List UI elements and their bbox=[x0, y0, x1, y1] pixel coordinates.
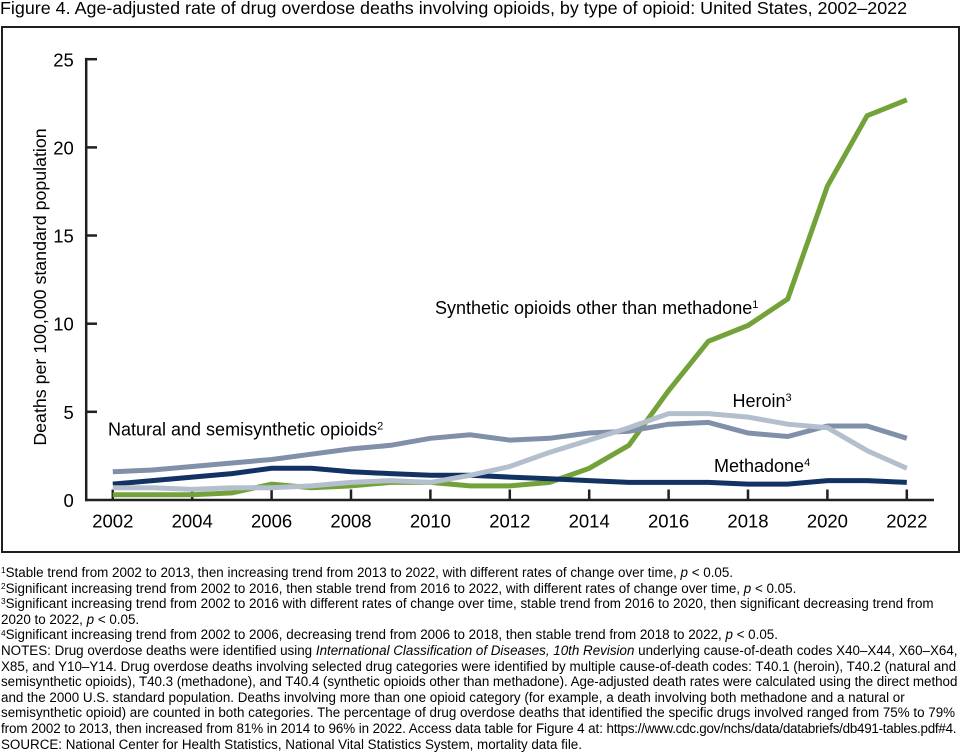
svg-text:2020: 2020 bbox=[807, 511, 848, 532]
svg-text:2022: 2022 bbox=[886, 511, 927, 532]
svg-text:10: 10 bbox=[53, 314, 74, 335]
svg-text:2014: 2014 bbox=[569, 511, 610, 532]
svg-text:20: 20 bbox=[53, 137, 74, 158]
svg-text:2006: 2006 bbox=[251, 511, 292, 532]
svg-text:2008: 2008 bbox=[330, 511, 371, 532]
svg-text:Deaths per 100,000 standard po: Deaths per 100,000 standard population bbox=[30, 128, 50, 445]
svg-text:2002: 2002 bbox=[92, 511, 133, 532]
svg-text:15: 15 bbox=[53, 226, 74, 247]
svg-text:0: 0 bbox=[64, 490, 74, 511]
svg-text:25: 25 bbox=[53, 49, 74, 70]
svg-text:2016: 2016 bbox=[648, 511, 689, 532]
svg-text:Synthetic opioids other than m: Synthetic opioids other than methadone1 bbox=[435, 298, 758, 318]
svg-text:2018: 2018 bbox=[727, 511, 768, 532]
svg-text:Natural and semisynthetic opio: Natural and semisynthetic opioids2 bbox=[108, 420, 383, 440]
svg-text:5: 5 bbox=[64, 402, 74, 423]
svg-text:Methadone4: Methadone4 bbox=[714, 456, 810, 476]
svg-text:2010: 2010 bbox=[410, 511, 451, 532]
svg-text:2004: 2004 bbox=[172, 511, 213, 532]
svg-text:2012: 2012 bbox=[489, 511, 530, 532]
svg-text:Heroin3: Heroin3 bbox=[733, 391, 792, 411]
